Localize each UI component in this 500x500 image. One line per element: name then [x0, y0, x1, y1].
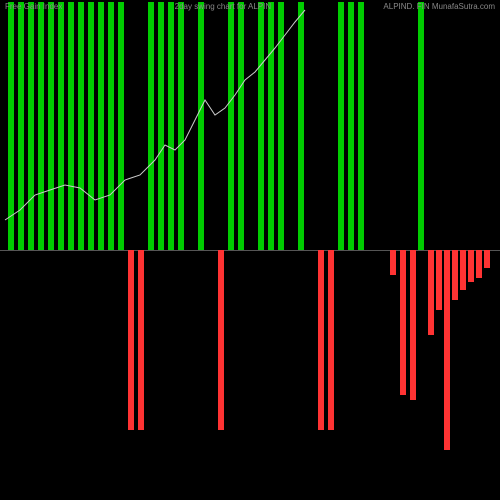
- down-bar: [484, 250, 490, 268]
- down-bar: [328, 250, 334, 430]
- down-bar: [452, 250, 458, 300]
- down-bar: [390, 250, 396, 275]
- header-center-label: 2day swing chart for ALPIN: [175, 2, 272, 14]
- down-bar: [428, 250, 434, 335]
- down-bar: [318, 250, 324, 430]
- down-bar: [436, 250, 442, 310]
- chart-area: [0, 0, 500, 500]
- price-line-chart: [0, 0, 500, 250]
- down-bar: [460, 250, 466, 290]
- down-bar: [476, 250, 482, 278]
- down-bar: [444, 250, 450, 450]
- zero-axis-line: [0, 250, 500, 251]
- down-bar: [468, 250, 474, 282]
- chart-header: Free Gain Index 2day swing chart for ALP…: [0, 0, 500, 16]
- down-bar: [138, 250, 144, 430]
- down-bar: [128, 250, 134, 430]
- header-right-label: ALPIND. FIN MunafaSutra.com: [383, 2, 495, 14]
- down-bar: [218, 250, 224, 430]
- down-bar: [400, 250, 406, 395]
- header-left-label: Free Gain Index: [5, 2, 62, 14]
- price-line-path: [5, 10, 305, 220]
- down-bar: [410, 250, 416, 400]
